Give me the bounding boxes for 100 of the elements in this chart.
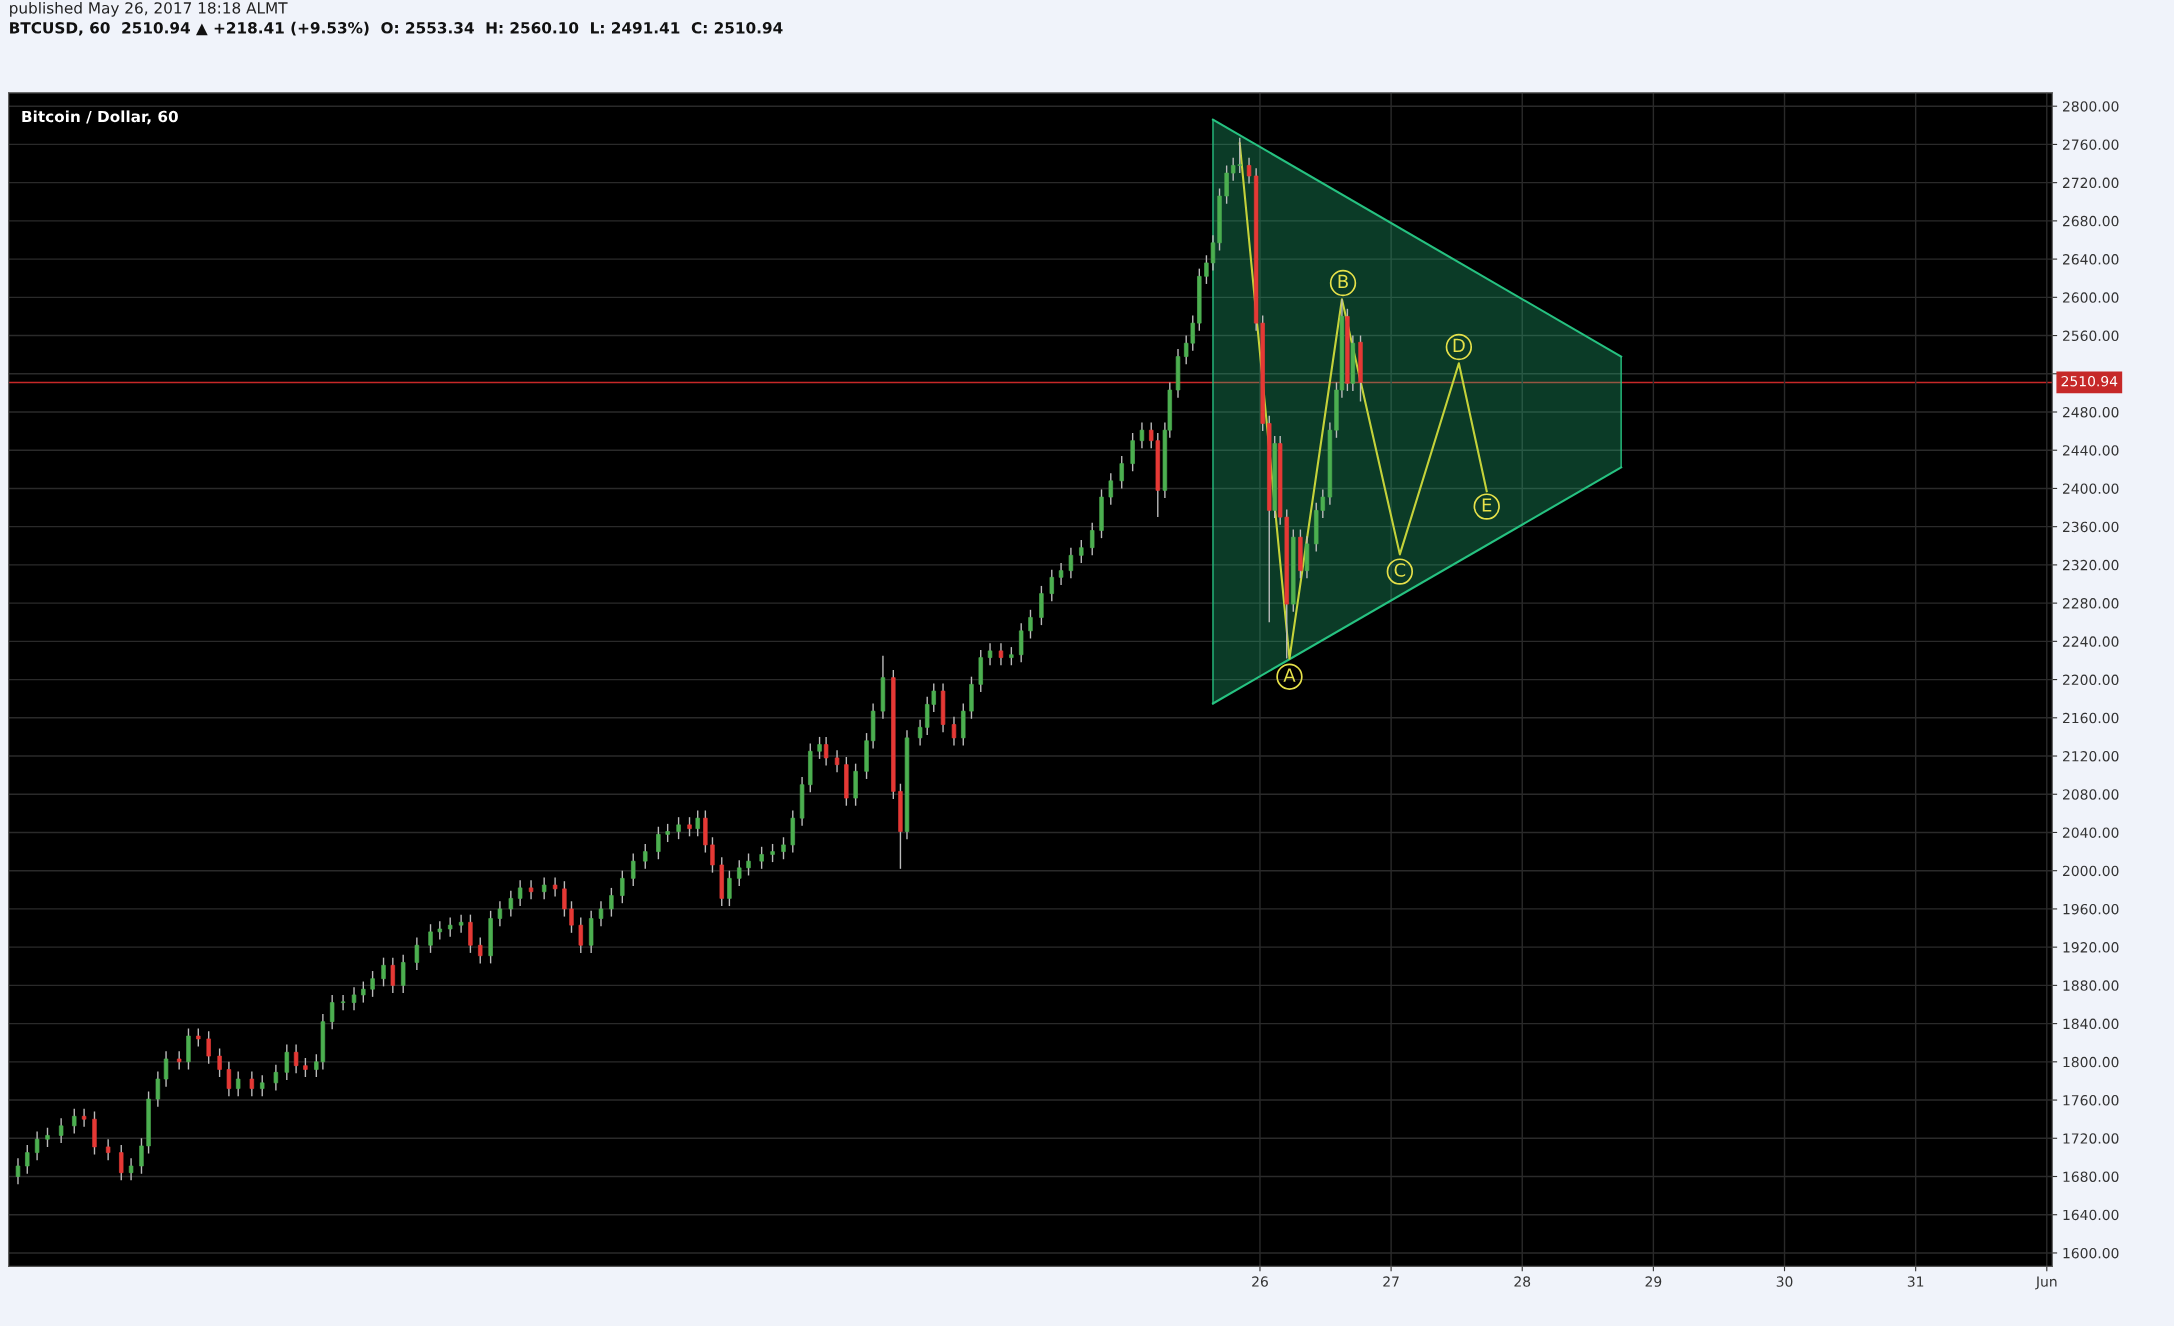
y-tick-label: 2400.00 — [2063, 483, 2119, 494]
y-tick-label: 2680.00 — [2063, 215, 2119, 227]
y-tick-label: 1600.00 — [2063, 1247, 2119, 1259]
annotation: B — [1338, 274, 1348, 288]
y-tick-label: 1960.00 — [2063, 903, 2119, 915]
candlestick — [1246, 157, 1252, 185]
candlestick — [478, 936, 483, 965]
candlestick — [1139, 421, 1145, 450]
y-tick-label: 1880.00 — [2063, 980, 2119, 991]
candlestick — [541, 876, 547, 901]
x-tick-label: 26 — [1252, 1276, 1268, 1287]
candlestick — [72, 1107, 77, 1135]
candlestick — [448, 916, 453, 938]
annotation: E — [1482, 498, 1492, 512]
y-tick-label: 1720.00 — [2063, 1133, 2119, 1144]
candlestick — [390, 956, 396, 994]
candlestick — [676, 816, 681, 840]
x-tick-label: 27 — [1383, 1276, 1399, 1287]
candlestick — [552, 876, 558, 898]
x-tick-label: 30 — [1776, 1276, 1793, 1287]
candlestick — [1049, 568, 1054, 602]
text: Bitcoin / Dollar, 60 — [22, 110, 178, 125]
candlestick — [139, 1137, 144, 1175]
candlestick — [528, 879, 534, 901]
candlestick — [1130, 432, 1135, 472]
candlestick — [1224, 164, 1229, 205]
y-tick-label: 2760.00 — [2063, 139, 2119, 150]
candlestick — [569, 900, 574, 934]
y-tick-label: 2640.00 — [2063, 254, 2119, 265]
annotation: D — [1453, 338, 1465, 352]
candlestick — [273, 1063, 279, 1092]
y-tick-label: 2160.00 — [2063, 712, 2119, 724]
candlestick — [917, 719, 923, 747]
candlestick — [951, 716, 957, 747]
candlestick — [695, 809, 700, 837]
candlestick — [620, 870, 625, 904]
candlestick — [746, 852, 751, 877]
candlestick — [1119, 455, 1124, 490]
candlestick — [458, 913, 464, 934]
candlestick — [817, 736, 822, 760]
candlestick — [1058, 562, 1064, 586]
chart-subtitle: BTCUSD, 60 2510.94 ▲ +218.41 (+9.53%) O: 2553.34 H: 2560.10 L: 2491.41 C: 2510.94 — [10, 21, 783, 36]
candlestick — [823, 736, 829, 767]
y-tick-label: 1840.00 — [2063, 1018, 2119, 1030]
candlestick — [987, 642, 993, 666]
candlestick — [497, 900, 503, 927]
candlestick — [370, 970, 375, 998]
y-tick-label: 1760.00 — [2063, 1095, 2119, 1106]
candlestick — [351, 986, 357, 1011]
annotation: A — [1283, 668, 1296, 682]
candlestick — [105, 1138, 111, 1161]
candlestick — [834, 749, 840, 773]
candlestick — [414, 936, 420, 971]
candlestick — [998, 642, 1004, 666]
candlestick — [176, 1050, 182, 1071]
candlestick — [15, 1157, 21, 1185]
y-tick-label: 2280.00 — [2063, 598, 2119, 609]
y-tick-label: 2360.00 — [2063, 521, 2119, 533]
x-tick-label: 31 — [1907, 1276, 1924, 1287]
candlestick — [119, 1144, 124, 1182]
y-tick-label: 2560.00 — [2063, 330, 2119, 342]
candlestick — [517, 879, 523, 907]
candlestick — [81, 1107, 87, 1128]
candlestick — [428, 923, 433, 954]
y-tick-label: 2040.00 — [2063, 827, 2119, 838]
candlestick — [284, 1043, 290, 1081]
candlestick — [1039, 585, 1044, 626]
candlestick — [163, 1050, 169, 1088]
candlestick — [1028, 609, 1033, 640]
y-tick-label: 2600.00 — [2063, 292, 2119, 303]
y-tick-label: 2000.00 — [2063, 865, 2119, 877]
candlestick — [710, 836, 715, 874]
candlestick — [631, 852, 636, 887]
candlestick — [206, 1030, 211, 1065]
candlestick — [293, 1043, 299, 1074]
candlestick — [598, 900, 604, 927]
x-tick-label: 28 — [1514, 1276, 1531, 1287]
candlestick — [609, 887, 614, 918]
candlestick — [578, 916, 583, 954]
y-tick-label: 2720.00 — [2063, 177, 2119, 189]
candlestick — [226, 1061, 232, 1097]
candlestick — [196, 1027, 201, 1048]
candlestick — [437, 920, 442, 941]
candlestick — [381, 956, 386, 988]
candlestick — [1068, 547, 1074, 579]
candlestick — [687, 816, 692, 837]
y-tick-label: 2200.00 — [2063, 674, 2119, 686]
y-tick-label: 1800.00 — [2063, 1056, 2119, 1068]
y-tick-label: 2440.00 — [2063, 445, 2119, 456]
candlestick — [303, 1057, 308, 1078]
candlestick — [737, 859, 742, 887]
candlestick — [770, 843, 775, 863]
candlestick — [468, 913, 473, 954]
ref-line-label: 2510.94 — [2061, 375, 2118, 387]
candlestick — [34, 1130, 40, 1161]
candlestick — [58, 1117, 64, 1144]
candlestick — [1018, 622, 1024, 664]
candlestick — [508, 890, 514, 918]
text: published May 26, 2017 18:18 ALMT — [10, 1, 288, 17]
y-tick-label: 2080.00 — [2063, 789, 2119, 800]
